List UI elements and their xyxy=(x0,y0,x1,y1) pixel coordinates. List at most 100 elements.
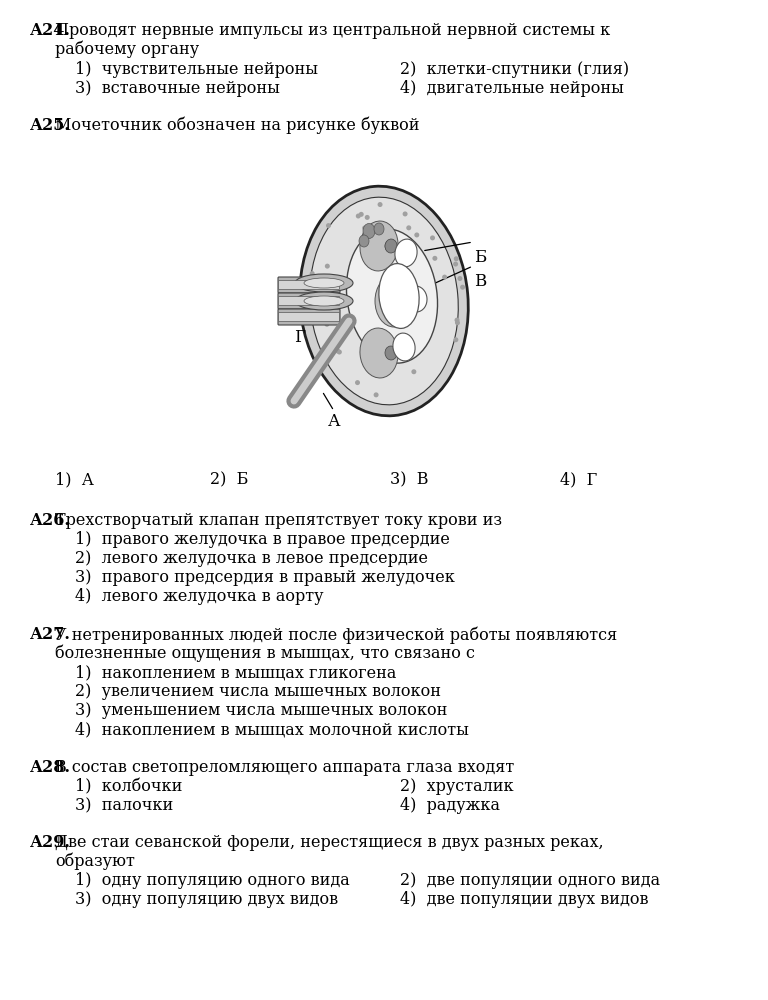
Circle shape xyxy=(414,232,419,237)
Ellipse shape xyxy=(360,221,398,271)
Circle shape xyxy=(310,271,315,276)
Text: 4)  двигательные нейроны: 4) двигательные нейроны xyxy=(400,80,624,97)
Circle shape xyxy=(455,318,459,323)
Text: 4)  накоплением в мышцах молочной кислоты: 4) накоплением в мышцах молочной кислоты xyxy=(75,721,469,738)
Circle shape xyxy=(324,322,329,327)
Text: 2)  клетки-спутники (глия): 2) клетки-спутники (глия) xyxy=(400,61,629,78)
Text: Трехстворчатый клапан препятствует току крови из: Трехстворчатый клапан препятствует току … xyxy=(55,512,502,529)
Circle shape xyxy=(336,349,340,354)
Text: образуют: образуют xyxy=(55,853,135,870)
FancyBboxPatch shape xyxy=(278,293,340,309)
Circle shape xyxy=(325,264,329,269)
Text: 3)  одну популяцию двух видов: 3) одну популяцию двух видов xyxy=(75,891,338,908)
Ellipse shape xyxy=(395,239,417,267)
Text: 1)  одну популяцию одного вида: 1) одну популяцию одного вида xyxy=(75,872,349,889)
FancyBboxPatch shape xyxy=(278,277,340,293)
Ellipse shape xyxy=(363,224,375,238)
Circle shape xyxy=(460,285,465,290)
Text: Две стаи севанской форели, нерестящиеся в двух разных реках,: Две стаи севанской форели, нерестящиеся … xyxy=(55,834,604,851)
Circle shape xyxy=(318,359,323,364)
Text: Мочеточник обозначен на рисунке буквой: Мочеточник обозначен на рисунке буквой xyxy=(55,117,419,134)
Circle shape xyxy=(356,214,361,219)
Text: 3)  В: 3) В xyxy=(390,471,429,488)
Text: 3)  уменьшением числа мышечных волокон: 3) уменьшением числа мышечных волокон xyxy=(75,702,448,719)
Ellipse shape xyxy=(375,275,413,327)
Text: А25.: А25. xyxy=(30,117,71,134)
Ellipse shape xyxy=(310,197,458,405)
Circle shape xyxy=(402,211,408,216)
Text: А24.: А24. xyxy=(30,22,71,39)
Circle shape xyxy=(455,320,460,325)
Text: 4)  левого желудочка в аорту: 4) левого желудочка в аорту xyxy=(75,588,323,605)
Ellipse shape xyxy=(304,278,344,288)
Ellipse shape xyxy=(300,186,468,416)
Ellipse shape xyxy=(385,241,393,251)
Text: А29.: А29. xyxy=(30,834,71,851)
Ellipse shape xyxy=(359,235,369,247)
Circle shape xyxy=(430,235,435,240)
Circle shape xyxy=(355,380,360,385)
Ellipse shape xyxy=(374,223,384,235)
Circle shape xyxy=(326,223,331,228)
Text: В: В xyxy=(474,273,486,290)
Text: А26.: А26. xyxy=(30,512,71,529)
Circle shape xyxy=(406,225,411,230)
Circle shape xyxy=(335,340,339,345)
Circle shape xyxy=(432,256,438,261)
Text: 2)  Б: 2) Б xyxy=(210,471,248,488)
Ellipse shape xyxy=(400,294,412,308)
Text: 4)  радужка: 4) радужка xyxy=(400,797,500,814)
FancyBboxPatch shape xyxy=(279,296,339,306)
FancyBboxPatch shape xyxy=(278,309,340,325)
Ellipse shape xyxy=(304,296,344,306)
Circle shape xyxy=(365,215,369,220)
Text: 4)  Г: 4) Г xyxy=(560,471,598,488)
Ellipse shape xyxy=(295,274,353,292)
Text: А28.: А28. xyxy=(30,759,71,776)
Ellipse shape xyxy=(385,346,397,360)
Text: 4)  две популяции двух видов: 4) две популяции двух видов xyxy=(400,891,648,908)
Text: 1)  накоплением в мышцах гликогена: 1) накоплением в мышцах гликогена xyxy=(75,664,396,681)
Text: 3)  палочки: 3) палочки xyxy=(75,797,174,814)
Circle shape xyxy=(378,202,382,207)
Circle shape xyxy=(458,276,462,281)
Ellipse shape xyxy=(393,333,415,361)
Circle shape xyxy=(412,369,416,374)
Circle shape xyxy=(373,392,379,397)
Circle shape xyxy=(454,256,458,261)
Ellipse shape xyxy=(360,328,398,378)
Text: 1)  правого желудочка в правое предсердие: 1) правого желудочка в правое предсердие xyxy=(75,531,450,548)
Ellipse shape xyxy=(295,292,353,310)
Ellipse shape xyxy=(379,264,419,328)
Ellipse shape xyxy=(405,286,427,312)
FancyBboxPatch shape xyxy=(279,280,339,290)
Circle shape xyxy=(323,357,328,362)
Text: А: А xyxy=(328,413,340,430)
Text: 2)  хрусталик: 2) хрусталик xyxy=(400,778,514,795)
Text: 1)  чувствительные нейроны: 1) чувствительные нейроны xyxy=(75,61,318,78)
Text: 1)  А: 1) А xyxy=(55,471,94,488)
Ellipse shape xyxy=(346,229,438,363)
Circle shape xyxy=(337,350,342,355)
Text: 2)  левого желудочка в левое предсердие: 2) левого желудочка в левое предсердие xyxy=(75,550,428,567)
Text: 2)  увеличением числа мышечных волокон: 2) увеличением числа мышечных волокон xyxy=(75,683,441,700)
Text: 3)  правого предсердия в правый желудочек: 3) правого предсердия в правый желудочек xyxy=(75,569,455,586)
Text: Г: Г xyxy=(294,329,305,346)
Text: У нетренированных людей после физической работы появляются: У нетренированных людей после физической… xyxy=(55,626,617,644)
Text: 2)  две популяции одного вида: 2) две популяции одного вида xyxy=(400,872,660,889)
Circle shape xyxy=(362,225,367,230)
Text: В состав светопреломляющего аппарата глаза входят: В состав светопреломляющего аппарата гла… xyxy=(55,759,515,776)
Text: рабочему органу: рабочему органу xyxy=(55,41,199,58)
Circle shape xyxy=(453,337,458,342)
Circle shape xyxy=(442,275,447,280)
Text: 1)  колбочки: 1) колбочки xyxy=(75,778,182,795)
Text: 3)  вставочные нейроны: 3) вставочные нейроны xyxy=(75,80,280,97)
Ellipse shape xyxy=(385,239,397,253)
Text: А27.: А27. xyxy=(30,626,71,643)
Text: Проводят нервные импульсы из центральной нервной системы к: Проводят нервные импульсы из центральной… xyxy=(55,22,611,39)
Circle shape xyxy=(359,212,364,217)
Text: болезненные ощущения в мышцах, что связано с: болезненные ощущения в мышцах, что связа… xyxy=(55,645,475,662)
Circle shape xyxy=(453,262,458,267)
FancyBboxPatch shape xyxy=(279,312,339,322)
Text: Б: Б xyxy=(474,249,486,266)
